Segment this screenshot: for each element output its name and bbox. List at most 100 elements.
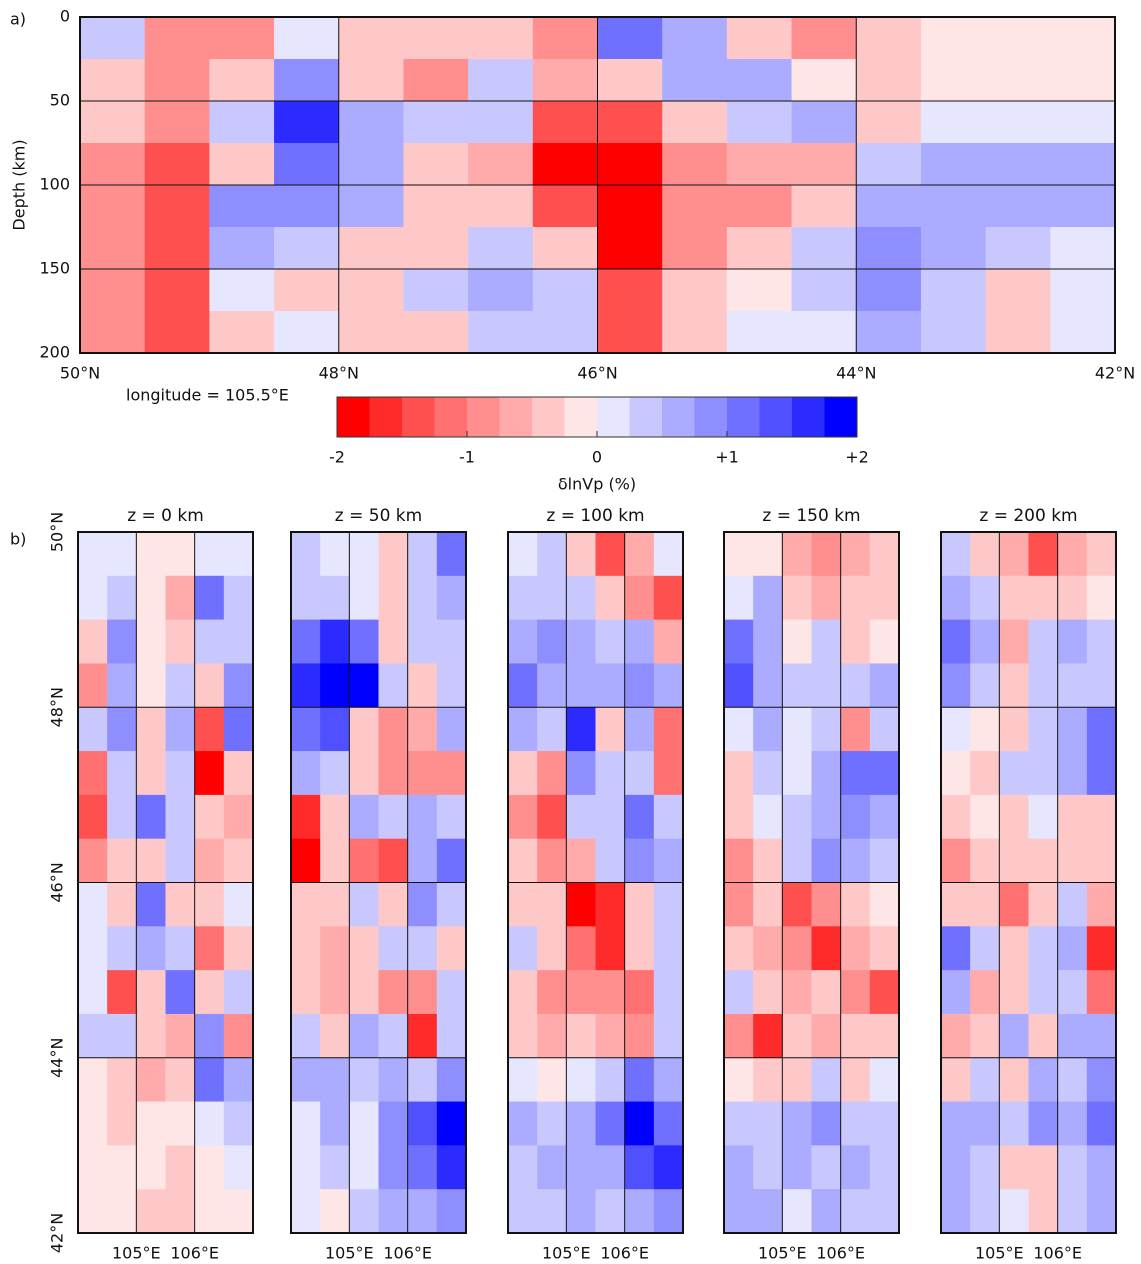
cell (532, 17, 599, 60)
cell (144, 311, 210, 353)
cell (165, 1189, 196, 1233)
cell (811, 838, 842, 884)
cell (537, 751, 567, 796)
cell (209, 143, 275, 186)
cell (378, 619, 409, 665)
cell (970, 751, 1000, 796)
cell (653, 532, 683, 577)
cell (653, 926, 683, 971)
cell (566, 707, 597, 752)
cell (508, 1101, 538, 1146)
cell (194, 794, 225, 840)
cell (1028, 1189, 1059, 1233)
colorbar-tick-label: 0 (592, 448, 602, 467)
cell (165, 575, 196, 621)
cell (349, 970, 380, 1015)
cell (1028, 970, 1059, 1015)
cell (136, 707, 167, 752)
cell (970, 794, 1000, 840)
cell (378, 970, 409, 1015)
cell (537, 882, 567, 927)
cell (291, 663, 321, 708)
cell (165, 751, 196, 796)
cell (662, 59, 728, 102)
cell (724, 707, 754, 752)
cell (291, 970, 321, 1015)
cell (1086, 619, 1116, 665)
cell (566, 882, 597, 927)
colorbar-tick-label: +2 (845, 448, 869, 467)
cell (209, 269, 275, 312)
cell (726, 269, 793, 312)
cell (999, 1101, 1030, 1146)
cell (165, 1101, 196, 1146)
cell (78, 1189, 108, 1233)
cell (320, 882, 350, 927)
y-tick-label: 0 (60, 7, 70, 26)
cell (856, 59, 922, 102)
cell (537, 1189, 567, 1233)
cell (107, 619, 137, 665)
cell (791, 101, 857, 144)
cell (532, 59, 599, 102)
cell (595, 1101, 626, 1146)
y-tick-label: 100 (39, 175, 70, 194)
cell (436, 838, 466, 884)
cell (782, 707, 813, 752)
cell (624, 926, 655, 971)
cell (999, 619, 1030, 665)
cell (144, 143, 210, 186)
cell (403, 59, 469, 102)
cell (999, 838, 1030, 884)
cell (209, 311, 275, 353)
cell (653, 1013, 683, 1059)
frame (77, 531, 254, 1234)
cell (782, 532, 813, 577)
cell (970, 619, 1000, 665)
cells (80, 17, 1115, 353)
cell (782, 619, 813, 665)
panel-title: z = 0 km (127, 506, 204, 526)
cell (291, 882, 321, 927)
cell (144, 101, 210, 144)
cell (999, 532, 1030, 577)
cell (782, 926, 813, 971)
cell (791, 227, 857, 270)
cell (436, 532, 466, 577)
cell (662, 17, 728, 60)
cell (856, 101, 922, 144)
cell (782, 838, 813, 884)
cell (726, 311, 793, 353)
cell (194, 1101, 225, 1146)
cell (985, 59, 1051, 102)
cell (791, 17, 857, 60)
cell (782, 751, 813, 796)
cell (78, 838, 108, 884)
cell (653, 794, 683, 840)
cell (920, 59, 987, 102)
cell (856, 17, 922, 60)
cell (378, 1145, 409, 1190)
cell (840, 926, 871, 971)
cell (338, 227, 405, 270)
cell (403, 143, 469, 186)
cell (468, 17, 534, 60)
cell (468, 59, 534, 102)
cell (378, 882, 409, 927)
cell (811, 970, 842, 1015)
cell (274, 227, 340, 270)
cell (436, 575, 466, 621)
cell (869, 794, 899, 840)
cell (653, 882, 683, 927)
cell (107, 751, 137, 796)
cell (165, 970, 196, 1015)
cell (566, 751, 597, 796)
cell (78, 663, 108, 708)
cell (338, 59, 405, 102)
colorbar-label: δlnVp (%) (558, 475, 636, 494)
cell (869, 663, 899, 708)
cell (165, 838, 196, 884)
cell (624, 838, 655, 884)
cell (566, 970, 597, 1015)
cell (537, 707, 567, 752)
